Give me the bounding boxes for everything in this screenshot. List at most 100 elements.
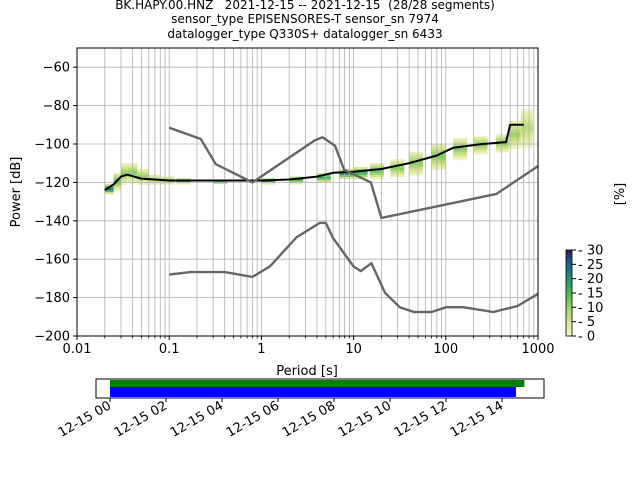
density-cell	[409, 151, 424, 154]
density-cell	[369, 171, 384, 174]
density-cell	[137, 171, 149, 173]
density-cell	[316, 176, 331, 179]
density-cell	[409, 153, 424, 156]
density-cell	[261, 182, 276, 185]
density-cell	[520, 121, 533, 124]
colorbar-tick-label: - 20	[578, 272, 603, 287]
x-tick-label: 10	[345, 342, 362, 357]
chart-title-line-1: BK.HAPY.00.HNZ 2021-12-15 -- 2021-12-15 …	[115, 0, 495, 12]
density-cell	[409, 157, 424, 160]
colorbar-tick-label: - 5	[578, 315, 595, 330]
density-cell	[409, 163, 424, 166]
density-cell	[508, 127, 521, 129]
chart-title-line-2: sensor_type EPISENSORES-T sensor_sn 7974	[171, 12, 439, 26]
density-cell	[113, 172, 121, 175]
density-cell	[473, 136, 488, 139]
density-cell	[137, 183, 149, 185]
density-cell	[508, 145, 521, 147]
density-cell	[431, 164, 446, 166]
density-cell	[316, 172, 331, 175]
density-cell	[148, 182, 161, 185]
density-cell	[137, 175, 149, 177]
density-cell	[409, 155, 424, 158]
density-cell	[121, 165, 128, 168]
density-cell	[339, 177, 354, 179]
density-cell	[113, 188, 121, 191]
density-cell	[160, 176, 175, 179]
density-cell	[520, 139, 533, 142]
y-axis-label: Power [dB]	[9, 157, 24, 228]
density-cell	[409, 169, 424, 172]
density-cell	[473, 148, 488, 151]
density-cell	[121, 163, 128, 166]
y-tick-label: −140	[34, 214, 70, 229]
density-cell	[473, 138, 488, 141]
density-cell	[431, 166, 446, 168]
density-cell	[520, 141, 533, 144]
density-cell	[496, 150, 509, 153]
density-cell	[137, 179, 149, 181]
density-cell	[339, 173, 354, 175]
y-tick-label: −120	[34, 176, 70, 191]
x-tick-label: 0.01	[63, 342, 92, 357]
density-cell	[453, 142, 468, 145]
density-cell	[148, 180, 161, 183]
density-cell	[431, 144, 446, 146]
density-cell	[431, 160, 446, 162]
y-tick-label: −160	[34, 253, 70, 268]
density-cell	[409, 171, 424, 174]
density-cell	[473, 144, 488, 147]
density-cell	[508, 139, 521, 141]
colorbar-tick-label: - 0	[578, 330, 595, 345]
density-cell	[104, 188, 114, 191]
y-tick-label: −180	[34, 291, 70, 306]
density-cell	[453, 140, 468, 143]
density-cell	[520, 129, 533, 132]
density-cell	[409, 161, 424, 164]
timeline-tick-label: 12-15 02	[112, 398, 170, 440]
density-cell	[453, 150, 468, 153]
timeline-tick-label: 12-15 04	[168, 398, 226, 440]
density-cell	[316, 178, 331, 181]
density-cell	[508, 147, 521, 149]
density-cell	[431, 162, 446, 164]
density-cell	[508, 141, 521, 143]
density-cell	[121, 167, 128, 170]
density-cell	[508, 137, 521, 139]
density-cell	[520, 145, 533, 148]
y-tick-label: −200	[34, 330, 70, 345]
density-cell	[339, 175, 354, 177]
y-tick-label: −100	[34, 138, 70, 153]
density-cell	[453, 144, 468, 147]
density-cell	[369, 163, 384, 166]
y-tick-label: −80	[43, 99, 70, 114]
density-cell	[369, 177, 384, 180]
timeline-tick-label: 12-15 14	[448, 398, 506, 440]
density-cell	[520, 125, 533, 128]
x-axis: 0.01 0.1 1 10 100 1000	[63, 336, 555, 357]
timeline-tick-label: 12-15 06	[224, 398, 282, 440]
density-cell	[496, 134, 509, 137]
colorbar-tick-label: - 15	[578, 287, 603, 302]
density-cell	[409, 165, 424, 168]
y-tick-label: −60	[43, 61, 70, 76]
density-cell	[453, 156, 468, 159]
density-cell	[316, 180, 331, 183]
density-cell	[508, 131, 521, 133]
colorbar-tick-label: - 25	[578, 258, 603, 273]
density-cell	[121, 177, 128, 180]
x-axis-label: Period [s]	[276, 364, 338, 379]
x-tick-label: 100	[433, 342, 458, 357]
density-cell	[104, 184, 114, 187]
density-cell	[176, 180, 191, 183]
density-cell	[520, 119, 533, 122]
colorbar-tick-label: - 10	[578, 301, 603, 316]
density-cell	[520, 117, 533, 120]
density-cell	[113, 184, 121, 187]
density-cell	[104, 190, 114, 193]
density-cell	[508, 129, 521, 131]
density-cell	[508, 135, 521, 137]
density-cell	[520, 123, 533, 126]
density-cell	[508, 125, 521, 127]
